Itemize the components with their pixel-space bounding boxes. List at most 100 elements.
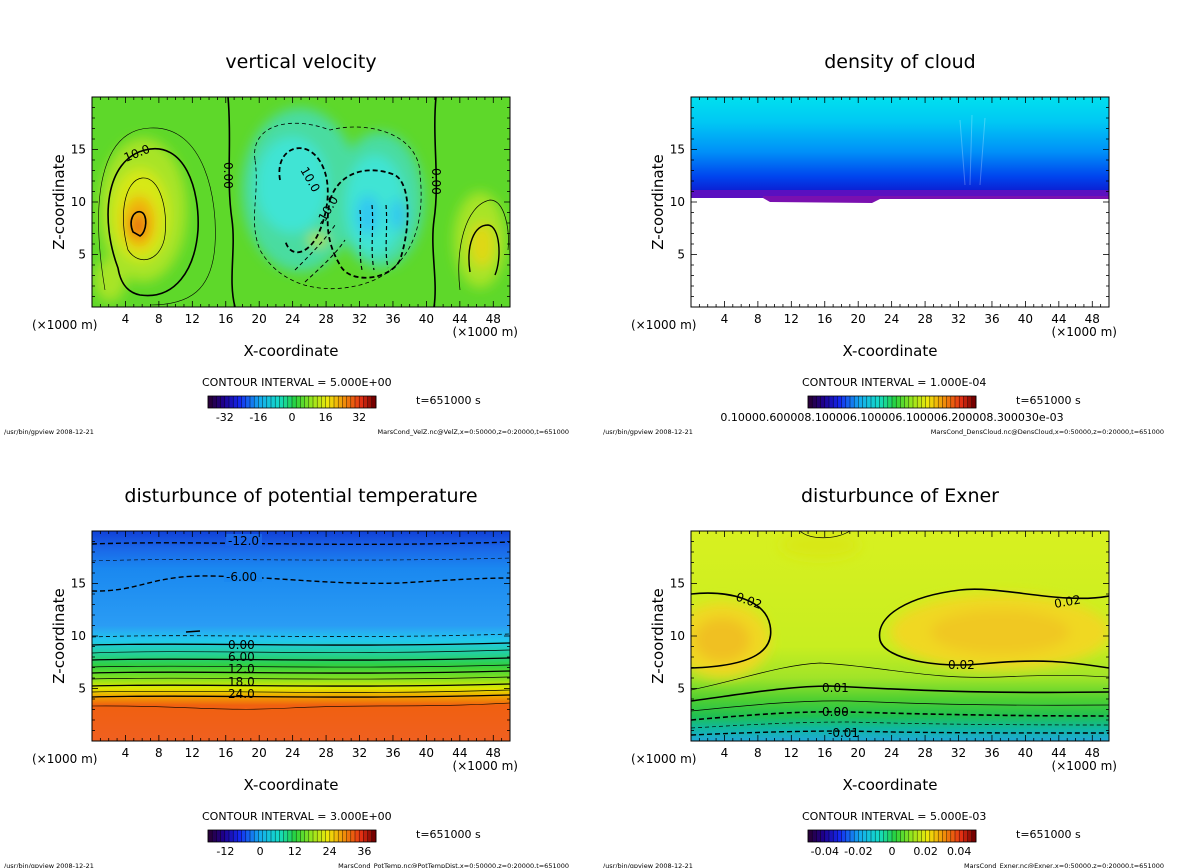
colorbar-swatch bbox=[283, 830, 289, 842]
colorbar-swatch bbox=[892, 830, 897, 842]
colorbar-tick-label: 24 bbox=[323, 845, 337, 858]
pottemp-contour-labels: -12.0 -6.00 0.00 6.00 12.0 18.0 24.0 bbox=[224, 534, 262, 701]
panel-potential-temperature: -12.0 -6.00 0.00 6.00 12.0 18.0 24.0 bbox=[92, 531, 510, 741]
colorbar-swatch bbox=[233, 830, 238, 842]
colorbar-swatch bbox=[938, 396, 943, 408]
footer-right: MarsCond_PotTemp.nc@PotTempDist,x=0:5000… bbox=[338, 862, 569, 868]
colorbar-swatch bbox=[950, 830, 956, 842]
x-tick-label: 24 bbox=[884, 312, 899, 326]
time-stamp: t=651000 s bbox=[416, 828, 481, 841]
colorbar-swatch bbox=[820, 830, 826, 842]
contour-interval: CONTOUR INTERVAL = 5.000E-03 bbox=[802, 810, 986, 823]
colorbar-tick-label: -32 bbox=[216, 411, 234, 424]
contour-label: 0.00 bbox=[429, 168, 443, 195]
colorbar-swatch bbox=[208, 396, 213, 408]
x-unit-right: (×1000 m) bbox=[453, 759, 518, 773]
colorbar-tick-label: 0.10000.600008.100006.100006.100006.2000… bbox=[720, 411, 1063, 424]
x-unit-left: (×1000 m) bbox=[631, 318, 696, 332]
colorbar-swatch bbox=[942, 396, 947, 408]
colorbar-swatch bbox=[313, 830, 318, 842]
x-tick-label: 20 bbox=[851, 312, 866, 326]
x-tick-label: 8 bbox=[155, 746, 163, 760]
colorbar-swatch bbox=[900, 396, 905, 408]
y-tick-label: 15 bbox=[71, 143, 86, 157]
colorbar-swatch bbox=[950, 396, 956, 408]
y-tick-label: 10 bbox=[670, 195, 685, 209]
contour-label: -0.01 bbox=[828, 726, 859, 740]
y-tick-label: 5 bbox=[78, 248, 86, 262]
colorbar-swatch bbox=[254, 830, 259, 842]
colorbar-swatch bbox=[304, 396, 310, 408]
y-tick-label: 15 bbox=[670, 143, 685, 157]
colorbar-swatch bbox=[296, 396, 301, 408]
colorbar-swatch bbox=[934, 830, 939, 842]
colorbar-swatch bbox=[850, 830, 855, 842]
colorbar-swatch bbox=[308, 830, 314, 842]
x-tick-label: 36 bbox=[385, 312, 400, 326]
colorbar-swatch bbox=[917, 396, 922, 408]
panel-density-of-cloud bbox=[691, 97, 1109, 203]
contour-label: 0.01 bbox=[822, 681, 849, 695]
colorbar-tick-label: -0.02 bbox=[844, 845, 872, 858]
colorbar-swatch bbox=[967, 396, 973, 408]
contour-label: 0.00 bbox=[822, 705, 849, 719]
colorbar-swatch bbox=[858, 396, 863, 408]
x-tick-label: 24 bbox=[285, 312, 300, 326]
colorbar-tick-label: 12 bbox=[288, 845, 302, 858]
colorbar-tick-label: 0.02 bbox=[913, 845, 938, 858]
colorbar-swatch bbox=[300, 396, 305, 408]
x-tick-label: 44 bbox=[1051, 312, 1066, 326]
colorbar-swatch bbox=[816, 830, 821, 842]
colorbar-swatch bbox=[266, 396, 272, 408]
colorbar: -0.04 -0.02 0 0.02 0.04 bbox=[807, 829, 977, 858]
contour-label: 0.00 bbox=[228, 638, 255, 652]
colorbar-swatch bbox=[896, 830, 901, 842]
colorbar-swatch bbox=[925, 830, 931, 842]
colorbar-swatch bbox=[938, 830, 943, 842]
colorbar-swatch bbox=[913, 830, 918, 842]
contour-label: 24.0 bbox=[228, 687, 255, 701]
colorbar-swatch bbox=[967, 830, 973, 842]
x-tick-label: 28 bbox=[917, 746, 932, 760]
colorbar-swatch bbox=[850, 396, 855, 408]
footer-left: /usr/bin/gpview 2008-12-21 bbox=[603, 428, 693, 436]
colorbar-swatch bbox=[875, 396, 880, 408]
colorbar-swatch bbox=[862, 396, 868, 408]
colorbar-swatch bbox=[904, 396, 910, 408]
colorbar-swatch bbox=[892, 396, 897, 408]
colorbar-swatch bbox=[829, 396, 834, 408]
y-tick-label: 5 bbox=[677, 682, 685, 696]
colorbar-swatch bbox=[955, 396, 960, 408]
x-axis-label: X-coordinate bbox=[843, 776, 938, 794]
colorbar-swatch bbox=[308, 396, 314, 408]
x-tick-label: 8 bbox=[754, 746, 762, 760]
colorbar-swatch bbox=[350, 830, 356, 842]
x-unit-right: (×1000 m) bbox=[1052, 325, 1117, 339]
colorbar-swatch bbox=[367, 830, 373, 842]
colorbar-swatch bbox=[879, 830, 884, 842]
colorbar-tick-label: 16 bbox=[319, 411, 333, 424]
colorbar-swatch bbox=[241, 830, 247, 842]
colorbar-swatch bbox=[216, 830, 221, 842]
time-stamp: t=651000 s bbox=[416, 394, 481, 407]
x-tick-label: 12 bbox=[185, 746, 200, 760]
colorbar: 0.10000.600008.100006.100006.100006.2000… bbox=[720, 395, 1064, 424]
colorbar-swatch bbox=[959, 830, 964, 842]
contour-label: -6.00 bbox=[226, 570, 257, 584]
colorbar-swatch bbox=[212, 830, 217, 842]
x-tick-label: 44 bbox=[1051, 746, 1066, 760]
colorbar-swatch bbox=[334, 830, 339, 842]
colorbar-swatch bbox=[858, 830, 863, 842]
contour-label: 0.00 bbox=[221, 162, 235, 189]
x-tick-label: 48 bbox=[1085, 312, 1100, 326]
y-tick-label: 5 bbox=[677, 248, 685, 262]
chart-title: disturbunce of Exner bbox=[801, 485, 999, 507]
colorbar-tick-label: 36 bbox=[357, 845, 371, 858]
colorbar-swatch bbox=[233, 396, 238, 408]
colorbar-swatch bbox=[837, 396, 842, 408]
colorbar-swatch bbox=[279, 830, 284, 842]
x-tick-label: 8 bbox=[155, 312, 163, 326]
x-tick-label: 40 bbox=[419, 312, 434, 326]
colorbar-swatch bbox=[363, 396, 368, 408]
colorbar-swatch bbox=[329, 830, 335, 842]
